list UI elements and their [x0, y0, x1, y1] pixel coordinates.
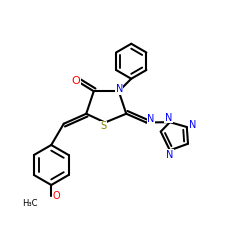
Text: N: N — [189, 120, 196, 130]
Text: O: O — [72, 76, 80, 86]
Text: N: N — [116, 84, 123, 94]
Text: N: N — [147, 114, 154, 124]
Text: S: S — [101, 121, 107, 131]
Text: N: N — [166, 150, 173, 160]
Text: O: O — [53, 191, 60, 201]
Text: N: N — [165, 113, 172, 123]
Text: H₃C: H₃C — [22, 199, 38, 208]
